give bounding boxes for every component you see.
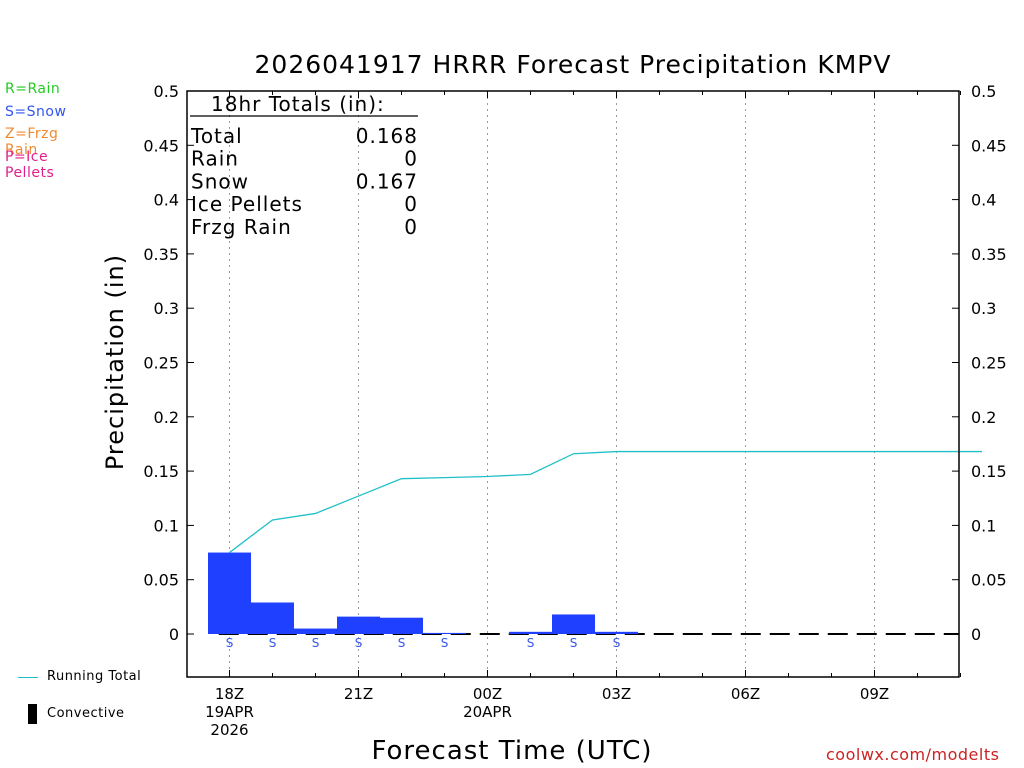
convective-swatch [28,704,37,724]
precip-bar [251,602,294,634]
x-tick-label: 19APR [205,703,254,721]
ptype-marker: S [441,636,449,650]
y-tick-label-left: 0.1 [154,516,179,535]
ptype-marker: S [269,636,277,650]
y-tick-label-left: 0.25 [143,354,179,373]
ptype-marker: S [398,636,406,650]
x-tick-label: 2026 [210,721,248,739]
y-tick-label-right: 0.1 [971,516,996,535]
y-tick-label-right: 0.05 [971,571,1007,590]
convective-legend: Convective [28,703,148,725]
ptype-marker: S [226,636,234,650]
totals-row-value: 0.167 [356,169,418,193]
x-tick-label: 09Z [860,685,889,703]
plot-frame [186,90,960,678]
y-tick-label-right: 0.15 [971,462,1007,481]
y-tick-label-right: 0.35 [971,245,1007,264]
ptype-marker: S [570,636,578,650]
x-tick-label: 18Z [215,685,244,703]
y-tick-label-left: 0.15 [143,462,179,481]
y-tick-label-right: 0.3 [971,299,996,318]
totals-row-value: 0 [404,215,418,239]
ptype-marker: S [312,636,320,650]
ptype-marker: S [355,636,363,650]
running-total-swatch [18,677,38,678]
y-tick-label-left: 0 [169,625,179,644]
x-tick-label: 06Z [731,685,760,703]
precip-bar [552,614,595,634]
ptype-legend-rain: R=Rain [5,81,61,97]
totals-row-value: 0.168 [356,124,418,148]
chart-title: 2026041917 HRRR Forecast Precipitation K… [254,50,892,79]
precip-bar [208,552,251,634]
credit-text: coolwx.com/modelts [826,745,1000,764]
totals-row-label: Ice Pellets [191,192,303,216]
precip-bar [595,631,638,634]
y-tick-label-right: 0 [971,625,981,644]
x-tick-label: 03Z [602,685,631,703]
y-tick-label-left: 0.2 [154,408,179,427]
y-tick-label-right: 0.5 [971,82,996,101]
y-axis-title: Precipitation (in) [101,254,129,470]
y-tick-label-left: 0.3 [154,299,179,318]
y-tick-label-right: 0.4 [971,191,996,210]
precip-bar [509,631,552,634]
x-tick-label: 20APR [463,703,512,721]
x-tick-label: 21Z [344,685,373,703]
y-tick-label-left: 0.5 [154,82,179,101]
y-tick-label-left: 0.05 [143,571,179,590]
ptype-legend-frzg-rain: Z=Frzg Rain [5,126,59,158]
y-tick-label-left: 0.45 [143,136,179,155]
totals-heading: 18hr Totals (in): [211,92,385,116]
totals-row-value: 0 [404,192,418,216]
precip-bar [380,617,423,634]
ptype-legend-ice-pellets: P=Ice Pellets [5,149,55,181]
x-axis-title: Forecast Time (UTC) [371,736,652,766]
precip-bar [337,616,380,634]
totals-row-label: Frzg Rain [191,215,292,239]
running-total-legend: Running Total [18,668,168,688]
y-tick-label-right: 0.25 [971,354,1007,373]
ptype-marker: S [613,636,621,650]
ptype-legend-snow: S=Snow [5,104,67,120]
precip-bar [294,628,337,634]
y-tick-label-left: 0.4 [154,191,179,210]
y-tick-label-right: 0.45 [971,136,1007,155]
totals-row-label: Total [190,124,243,148]
y-tick-label-right: 0.2 [971,408,996,427]
x-tick-label: 00Z [473,685,502,703]
totals-row-value: 0 [404,147,418,171]
ptype-marker: S [527,636,535,650]
y-tick-label-left: 0.35 [143,245,179,264]
running-total-line [229,450,982,554]
precip-bar [423,632,466,634]
totals-row-label: Rain [191,147,239,171]
running-total-label: Running Total [47,669,142,684]
totals-row-label: Snow [191,169,249,193]
convective-label: Convective [47,706,125,721]
